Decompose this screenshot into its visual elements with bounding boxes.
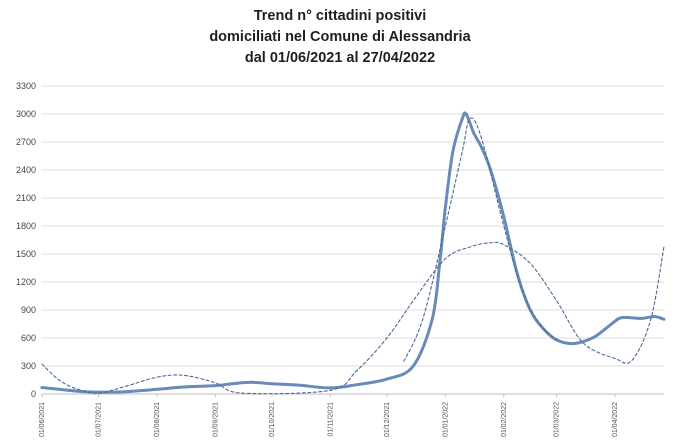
chart-title: Trend n° cittadini positivi domiciliati … [0, 6, 680, 69]
y-tick-label: 1800 [16, 221, 36, 231]
y-tick-label: 1500 [16, 249, 36, 259]
y-tick-label: 3300 [16, 81, 36, 91]
x-tick-label: 01/03/2022 [554, 402, 561, 437]
title-line-2: domiciliati nel Comune di Alessandria [209, 29, 471, 45]
x-tick-label: 01/01/2022 [442, 402, 449, 437]
y-tick-label: 2700 [16, 137, 36, 147]
x-tick-label: 01/07/2021 [96, 402, 103, 437]
x-tick-label: 01/11/2021 [327, 402, 334, 437]
trend-line-1 [41, 241, 665, 395]
y-tick-label: 0 [31, 389, 36, 399]
x-tick-label: 01/02/2022 [501, 402, 508, 437]
x-tick-label: 01/06/2021 [39, 402, 46, 437]
y-tick-label: 2400 [16, 165, 36, 175]
x-tick-label: 01/10/2021 [269, 402, 276, 437]
title-line-3: dal 01/06/2021 al 27/04/2022 [244, 50, 436, 66]
y-tick-label: 300 [21, 361, 36, 371]
x-tick-label: 01/09/2021 [212, 402, 219, 437]
y-tick-label: 1200 [16, 277, 36, 287]
y-tick-label: 3000 [16, 109, 36, 119]
x-tick-label: 01/04/2022 [612, 402, 619, 437]
y-tick-label: 900 [21, 305, 36, 315]
y-tick-label: 600 [21, 333, 36, 343]
x-tick-label: 01/08/2021 [154, 402, 161, 437]
x-tick-label: 01/12/2021 [384, 402, 391, 437]
series-line-positives [40, 111, 666, 394]
title-line-1: Trend n° cittadini positivi [253, 8, 427, 24]
y-tick-label: 2100 [16, 193, 36, 203]
trend-line-2 [403, 117, 558, 362]
